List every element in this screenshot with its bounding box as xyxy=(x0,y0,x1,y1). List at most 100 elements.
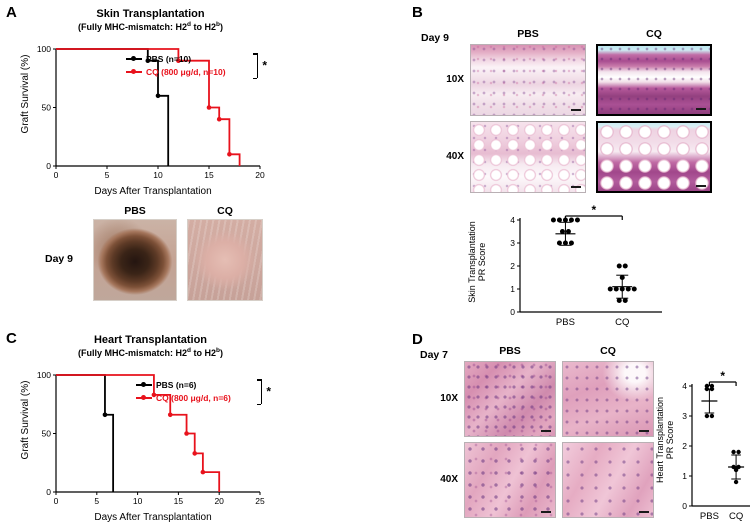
row-label-10x: 10X xyxy=(446,74,464,85)
svg-text:15: 15 xyxy=(174,496,184,506)
y-label-line2: PR Score xyxy=(665,420,676,460)
svg-text:1: 1 xyxy=(510,284,515,294)
histology-heart-pbs-10x xyxy=(464,361,556,437)
heart-pr-scatter-plot: 0 1 2 3 4 PBS CQ * xyxy=(682,369,750,522)
panel-d-day-label: Day 7 xyxy=(420,349,449,361)
histology-skin-pbs-10x xyxy=(470,44,586,116)
scale-bar xyxy=(541,511,551,513)
subtitle-sup: d xyxy=(187,21,191,28)
skin-survival-plot: 0 5 10 15 20 0 50 100 xyxy=(37,44,265,180)
svg-text:0: 0 xyxy=(510,307,515,317)
photo-label-pbs: PBS xyxy=(124,205,146,217)
heart-survival-title: Heart Transplantation xyxy=(93,334,208,346)
subtitle-sup: b xyxy=(216,347,220,354)
heart-survival-chart: Heart Transplantation (Fully MHC-mismatc… xyxy=(8,334,293,526)
scale-bar xyxy=(639,511,649,513)
panel-b-label: B xyxy=(412,4,423,21)
subtitle-sup: b xyxy=(216,21,220,28)
graft-photo-pbs xyxy=(93,219,177,301)
skin-pr-y-axis-label: Skin Transplantation PR Score xyxy=(467,202,489,322)
heart-survival-subtitle: (Fully MHC-mismatch: H2d to H2b) xyxy=(8,347,293,358)
significance-bracket: * xyxy=(253,53,267,79)
histology-heart-pbs-40x xyxy=(464,442,556,518)
svg-text:1: 1 xyxy=(682,471,687,481)
scale-bar xyxy=(571,186,581,188)
subtitle-text: (Fully MHC-mismatch: H2 xyxy=(78,348,188,358)
histology-skin-cq-10x xyxy=(596,44,712,116)
histology-skin-pbs-40x xyxy=(470,121,586,193)
column-header-cq: CQ xyxy=(600,345,616,357)
subtitle-text: ) xyxy=(220,348,223,358)
svg-text:PBS: PBS xyxy=(556,317,575,328)
svg-text:CQ: CQ xyxy=(729,511,743,522)
svg-text:20: 20 xyxy=(255,170,265,180)
column-header-cq: CQ xyxy=(646,28,662,40)
scale-bar xyxy=(639,430,649,432)
svg-text:*: * xyxy=(592,203,597,217)
svg-text:2: 2 xyxy=(682,441,687,451)
scale-bar xyxy=(541,430,551,432)
pbs-line-swatch xyxy=(126,56,142,61)
svg-text:4: 4 xyxy=(510,215,515,225)
svg-text:100: 100 xyxy=(37,44,51,54)
svg-text:0: 0 xyxy=(46,161,51,171)
y-label-line2: PR Score xyxy=(477,242,488,282)
photo-label-cq: CQ xyxy=(217,205,233,217)
legend: PBS (n=10) CQ (800 μg/d, n=10) xyxy=(126,52,226,78)
svg-text:*: * xyxy=(720,369,725,383)
svg-text:50: 50 xyxy=(42,103,52,113)
svg-text:3: 3 xyxy=(682,411,687,421)
legend: PBS (n=6) CQ (800 μg/d, n=6) xyxy=(136,378,231,404)
day-label: Day 9 xyxy=(45,253,74,265)
svg-text:5: 5 xyxy=(105,170,110,180)
svg-text:4: 4 xyxy=(682,381,687,391)
svg-text:CQ: CQ xyxy=(615,317,629,328)
svg-text:10: 10 xyxy=(153,170,163,180)
legend-item-pbs: PBS (n=10) xyxy=(126,52,226,65)
pbs-line-swatch xyxy=(136,382,152,387)
panel-c-label: C xyxy=(6,330,17,347)
svg-text:PBS: PBS xyxy=(700,511,719,522)
cq-marker-dot xyxy=(131,69,136,74)
scale-bar xyxy=(696,108,706,110)
panel-a-label: A xyxy=(6,4,17,21)
skin-survival-subtitle: (Fully MHC-mismatch: H2d to H2b) xyxy=(8,21,293,32)
pbs-marker-dot xyxy=(131,56,136,61)
svg-text:25: 25 xyxy=(255,496,265,506)
legend-item-cq: CQ (800 μg/d, n=6) xyxy=(136,391,231,404)
legend-label-pbs: PBS (n=10) xyxy=(146,53,192,64)
column-header-pbs: PBS xyxy=(499,345,521,357)
svg-text:20: 20 xyxy=(214,496,224,506)
row-label-40x: 40X xyxy=(446,151,464,162)
cq-line-swatch xyxy=(126,69,142,74)
subtitle-text: to H2 xyxy=(191,22,217,32)
pbs-marker-dot xyxy=(141,382,146,387)
svg-text:100: 100 xyxy=(37,370,51,380)
cq-line-swatch xyxy=(136,395,152,400)
svg-text:0: 0 xyxy=(54,496,59,506)
significance-bracket: * xyxy=(257,379,271,405)
column-header-pbs: PBS xyxy=(517,28,539,40)
graft-photo-cq xyxy=(187,219,263,301)
significance-star: * xyxy=(262,57,267,72)
scale-bar xyxy=(571,109,581,111)
significance-star: * xyxy=(266,383,271,398)
svg-text:2: 2 xyxy=(510,261,515,271)
legend-label-cq: CQ (800 μg/d, n=10) xyxy=(146,66,226,77)
heart-pr-y-axis-label: Heart Transplantation PR Score xyxy=(655,380,677,500)
skin-survival-title: Skin Transplantation xyxy=(96,8,205,20)
x-axis-label: Days After Transplantation xyxy=(94,512,212,523)
legend-item-pbs: PBS (n=6) xyxy=(136,378,231,391)
svg-text:0: 0 xyxy=(46,487,51,497)
svg-text:50: 50 xyxy=(42,429,52,439)
subtitle-text: (Fully MHC-mismatch: H2 xyxy=(78,22,188,32)
histology-heart-cq-40x xyxy=(562,442,654,518)
svg-text:10: 10 xyxy=(133,496,143,506)
y-label-line1: Heart Transplantation xyxy=(655,396,665,484)
row-label-10x: 10X xyxy=(440,393,458,404)
legend-label-cq: CQ (800 μg/d, n=6) xyxy=(156,392,231,403)
scale-bar xyxy=(696,185,706,187)
skin-survival-chart: Skin Transplantation (Fully MHC-mismatch… xyxy=(8,8,293,206)
y-label-line1: Skin Transplantation xyxy=(467,221,477,303)
